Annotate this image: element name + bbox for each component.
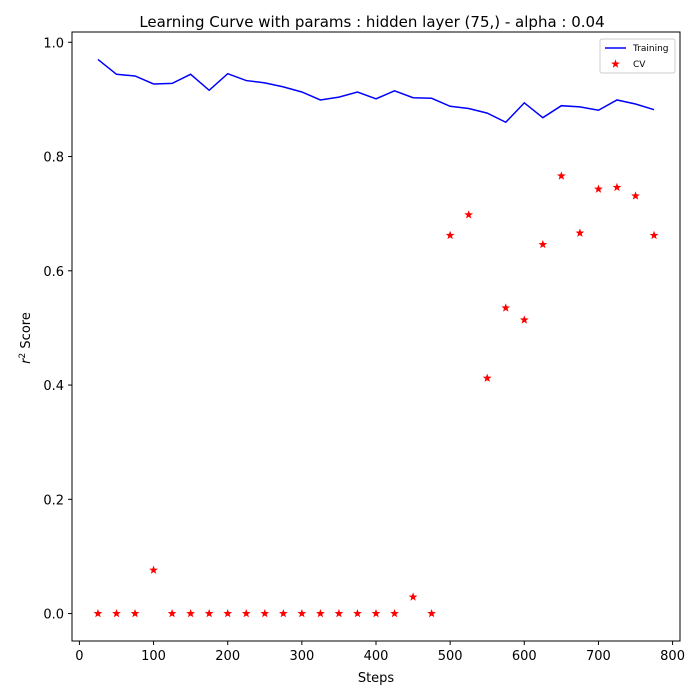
cv-point — [538, 239, 548, 249]
training-series-line — [97, 58, 655, 124]
x-tick-label: 800 — [660, 649, 685, 664]
cv-point — [93, 608, 103, 618]
cv-point — [260, 608, 270, 618]
y-tick-label: 0.0 — [43, 608, 64, 623]
y-tick-label: 1.0 — [43, 36, 64, 51]
cv-point — [334, 608, 344, 618]
cv-point — [464, 210, 474, 219]
x-tick-label: 100 — [141, 649, 166, 664]
cv-point — [649, 230, 659, 240]
plot-frame — [71, 31, 681, 642]
cv-point — [316, 608, 325, 618]
x-tick-label: 500 — [438, 649, 463, 664]
y-axis-label: r2 Score — [18, 312, 34, 364]
y-tick-label: 0.4 — [43, 379, 64, 394]
cv-point — [149, 565, 158, 574]
cv-point — [167, 608, 177, 618]
x-tick-label: 600 — [512, 649, 537, 664]
x-tick-label: 700 — [586, 649, 611, 664]
cv-point — [186, 608, 196, 618]
legend-training-label: Training — [632, 44, 669, 54]
cv-point — [575, 228, 585, 237]
chart-title: Learning Curve with params : hidden laye… — [139, 13, 604, 31]
cv-point — [556, 171, 566, 180]
legend-cv-swatch — [611, 59, 620, 68]
cv-point — [278, 608, 288, 618]
x-tick-label: 300 — [289, 649, 314, 664]
cv-point — [112, 608, 121, 618]
cv-point — [130, 608, 140, 618]
cv-point — [223, 608, 233, 618]
x-tick-label: 200 — [215, 649, 240, 664]
cv-point — [371, 608, 381, 618]
cv-point — [482, 373, 492, 382]
cv-point — [390, 608, 399, 618]
y-tick-label: 0.2 — [43, 493, 64, 508]
x-tick-label: 0 — [75, 649, 83, 664]
cv-point — [594, 184, 603, 193]
cv-point — [519, 315, 529, 324]
cv-point — [408, 592, 418, 601]
y-tick-label: 0.6 — [43, 265, 64, 280]
y-tick-label: 0.8 — [43, 151, 64, 166]
cv-point — [297, 608, 307, 618]
x-axis-label: Steps — [358, 671, 395, 686]
x-tick-label: 400 — [364, 649, 389, 664]
legend: Training CV — [599, 38, 676, 74]
cv-point — [445, 230, 455, 240]
cv-point — [631, 191, 640, 200]
cv-point — [427, 608, 436, 618]
legend-cv-label: CV — [633, 60, 646, 70]
cv-point — [204, 608, 214, 618]
cv-point — [241, 608, 251, 618]
cv-point — [612, 182, 622, 192]
cv-point — [353, 608, 362, 618]
cv-point — [501, 303, 511, 312]
